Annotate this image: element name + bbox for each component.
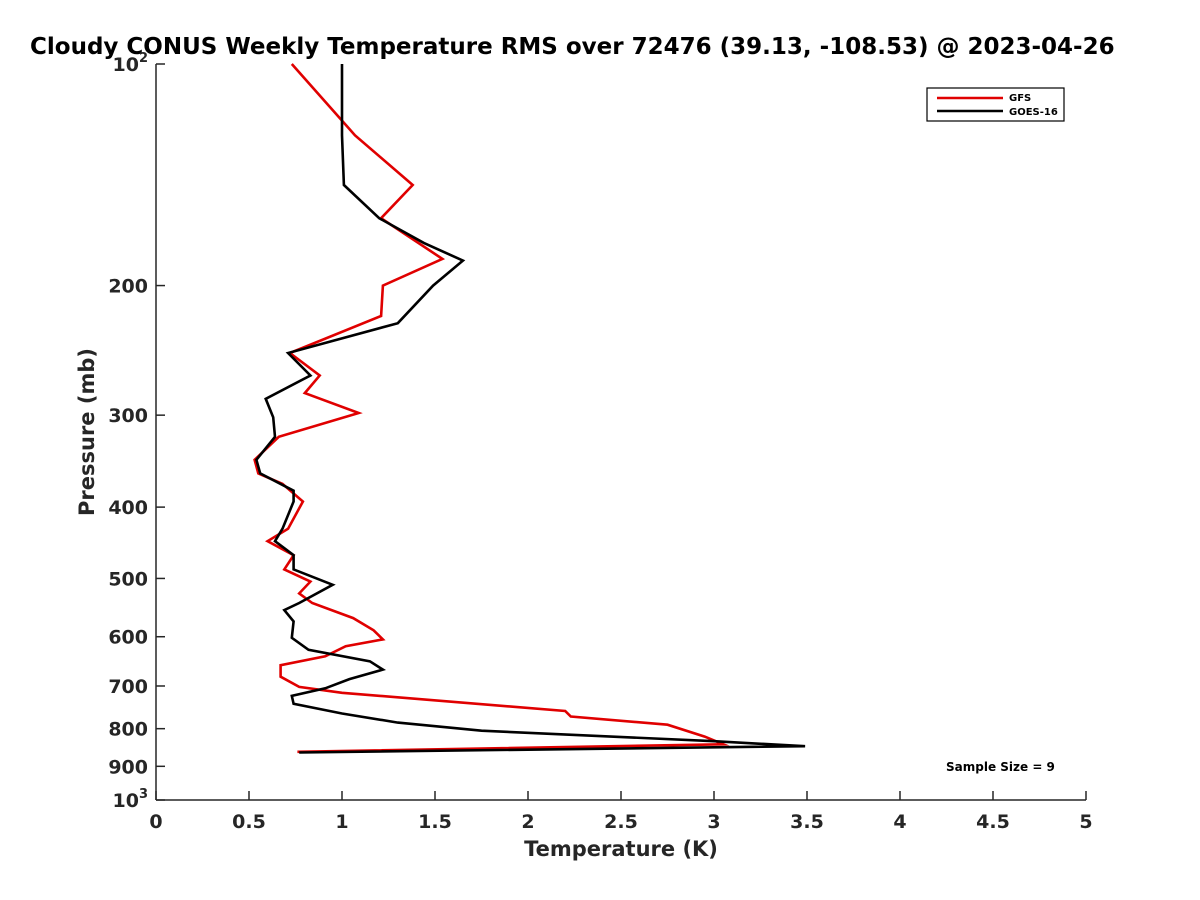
x-tick-label: 2 xyxy=(521,811,534,833)
y-tick-label: 400 xyxy=(108,497,148,519)
x-tick-label: 4 xyxy=(893,811,906,833)
y-tick-label-base: 10 xyxy=(113,54,139,76)
x-tick-label: 2.5 xyxy=(604,811,638,833)
y-tick-label-base: 400 xyxy=(108,497,148,519)
y-tick-label: 900 xyxy=(108,756,148,778)
legend-label-gfs: GFS xyxy=(1009,93,1031,104)
x-tick-label: 4.5 xyxy=(976,811,1010,833)
x-tick-label: 1.5 xyxy=(418,811,452,833)
legend-label-goes16: GOES-16 xyxy=(1009,107,1058,118)
y-tick-label: 700 xyxy=(108,676,148,698)
x-tick-label: 3 xyxy=(707,811,720,833)
y-tick-label: 200 xyxy=(108,276,148,298)
y-tick-label: 103 xyxy=(113,787,149,812)
chart-title: Cloudy CONUS Weekly Temperature RMS over… xyxy=(30,34,1115,60)
series-line-goes-16 xyxy=(254,64,806,754)
legend-box xyxy=(926,87,1065,122)
y-tick-label: 300 xyxy=(108,405,148,427)
y-tick-label: 600 xyxy=(108,627,148,649)
legend: GFS GOES-16 xyxy=(926,87,1065,122)
y-axis-label: Pressure (mb) xyxy=(75,348,99,516)
y-tick-label-base: 500 xyxy=(108,568,148,590)
y-tick-label-base: 10 xyxy=(113,790,139,812)
y-tick-label-base: 800 xyxy=(108,719,148,741)
x-tick-label: 1 xyxy=(335,811,348,833)
x-tick-label: 0 xyxy=(149,811,162,833)
y-tick-label-exponent: 2 xyxy=(139,51,148,66)
y-tick-label-base: 600 xyxy=(108,627,148,649)
y-tick-label-base: 300 xyxy=(108,405,148,427)
sample-size-annotation: Sample Size = 9 xyxy=(946,760,1055,774)
y-tick-label-exponent: 3 xyxy=(139,787,148,802)
y-tick-label-base: 200 xyxy=(108,276,148,298)
y-tick-label: 102 xyxy=(113,51,149,76)
y-tick-label-base: 900 xyxy=(108,756,148,778)
y-tick-label: 800 xyxy=(108,719,148,741)
x-tick-label: 3.5 xyxy=(790,811,824,833)
x-ticks: 0 0.5 1 1.5 2 2.5 3 3.5 4 4.5 5 xyxy=(149,791,1093,833)
x-axis-label: Temperature (K) xyxy=(524,837,718,861)
y-tick-label: 500 xyxy=(108,568,148,590)
x-tick-label: 5 xyxy=(1079,811,1092,833)
x-tick-label: 0.5 xyxy=(232,811,266,833)
y-tick-label-base: 700 xyxy=(108,676,148,698)
series-line-gfs xyxy=(253,63,730,754)
series-layer xyxy=(253,63,806,754)
